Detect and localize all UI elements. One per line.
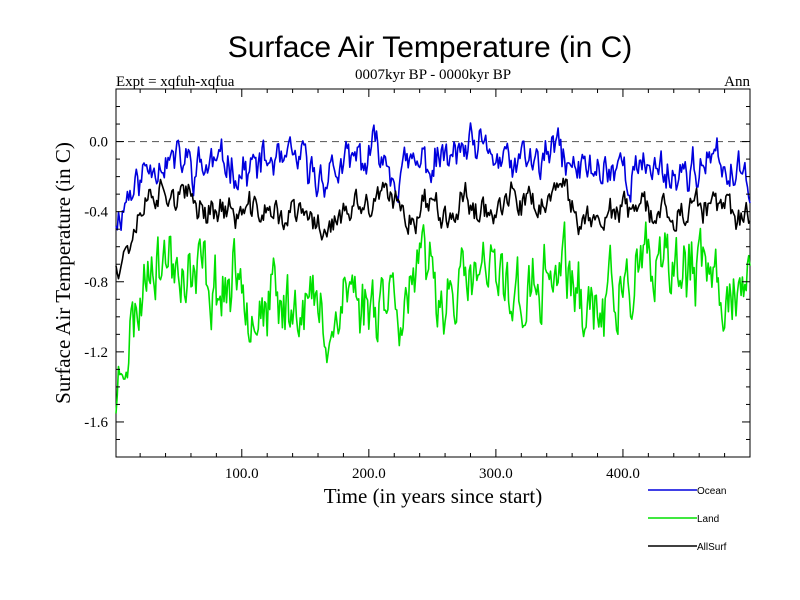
y-tick-label: -0.4 bbox=[84, 205, 108, 221]
axis-ticks: 100.0 200.0 300.0 400.0 0.0 -0.4 -0.8 -1.2 -1.6 bbox=[84, 89, 750, 482]
legend-label-allsurf: AllSurf bbox=[697, 542, 727, 553]
series-line-ocean bbox=[115, 122, 751, 231]
chart-title: Surface Air Temperature (in C) bbox=[228, 31, 633, 64]
y-tick-label: -1.6 bbox=[84, 415, 108, 431]
y-tick-label: 0.0 bbox=[89, 135, 108, 151]
series-layer bbox=[115, 122, 751, 414]
legend-label-land: Land bbox=[697, 514, 719, 525]
legend: Ocean Land AllSurf bbox=[648, 486, 727, 553]
season-label: Ann bbox=[724, 74, 750, 90]
y-tick-label: -0.8 bbox=[84, 275, 108, 291]
experiment-label: Expt = xqfuh-xqfua bbox=[116, 74, 235, 90]
x-axis-label: Time (in years since start) bbox=[324, 484, 543, 508]
series-line-allsurf bbox=[115, 177, 751, 280]
x-tick-label: 400.0 bbox=[606, 466, 640, 482]
x-tick-label: 300.0 bbox=[479, 466, 513, 482]
y-axis-label: Surface Air Temperature (in C) bbox=[51, 142, 75, 404]
x-tick-label: 100.0 bbox=[225, 466, 259, 482]
chart-subtitle: 0007kyr BP - 0000kyr BP bbox=[355, 67, 511, 83]
y-tick-label: -1.2 bbox=[84, 345, 108, 361]
legend-label-ocean: Ocean bbox=[697, 486, 726, 497]
plot-frame bbox=[115, 88, 751, 458]
series-line-land bbox=[115, 221, 751, 414]
x-tick-label: 200.0 bbox=[352, 466, 386, 482]
